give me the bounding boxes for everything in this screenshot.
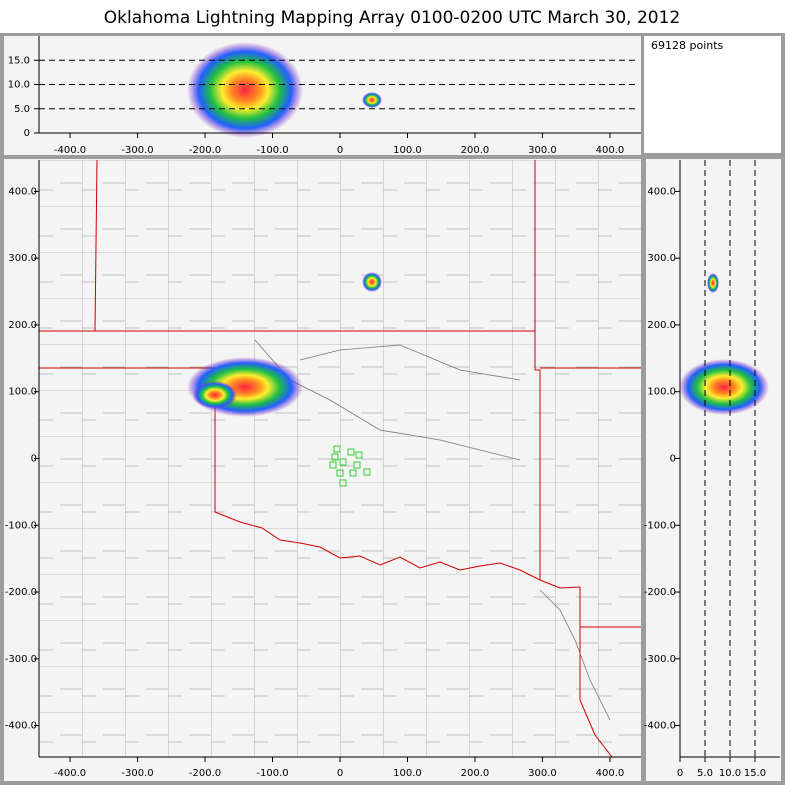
y-tick-label: -400.0 [5, 721, 37, 732]
y-tick-label: 5.0 [14, 104, 30, 115]
chart-title: Oklahoma Lightning Mapping Array 0100-02… [104, 8, 680, 28]
x-tick-label: 0 [677, 768, 683, 779]
state-borders [39, 160, 641, 757]
x-tick-label: -300.0 [121, 768, 153, 779]
x-tick-label: -400.0 [54, 768, 86, 779]
x-tick-label: 10.0 [719, 768, 741, 779]
y-tick-label: -200.0 [644, 587, 676, 598]
points-count: 69128 points [651, 39, 724, 52]
x-tick-label: -400.0 [54, 145, 86, 156]
y-tick-label: 400.0 [8, 186, 37, 197]
x-tick-label: 300.0 [528, 145, 557, 156]
x-tick-label: 100.0 [393, 145, 422, 156]
y-tick-label: 400.0 [647, 186, 676, 197]
y-tick-label: -300.0 [5, 654, 37, 665]
y-tick-label: 200.0 [647, 320, 676, 331]
x-tick-label: 5.0 [697, 768, 713, 779]
y-tick-label: 0 [670, 454, 676, 465]
y-tick-label: 15.0 [8, 55, 30, 66]
y-tick-label: 300.0 [8, 253, 37, 264]
x-tick-label: 0 [337, 145, 343, 156]
y-tick-label: -400.0 [644, 721, 676, 732]
y-tick-label: 100.0 [8, 387, 37, 398]
y-tick-label: -100.0 [5, 520, 37, 531]
y-tick-label: 0 [24, 128, 30, 139]
y-tick-label: 100.0 [647, 387, 676, 398]
stations [329, 445, 371, 487]
x-tick-label: 200.0 [461, 768, 490, 779]
altitude-y-panel [646, 159, 781, 781]
x-tick-label: -300.0 [121, 145, 153, 156]
x-tick-label: -200.0 [189, 768, 221, 779]
x-tick-label: -200.0 [189, 145, 221, 156]
y-tick-label: 0 [31, 454, 37, 465]
y-tick-label: 200.0 [8, 320, 37, 331]
altitude-x-panel [4, 36, 641, 155]
x-tick-label: 300.0 [528, 768, 557, 779]
title-bar [0, 0, 785, 33]
x-tick-label: 400.0 [596, 768, 625, 779]
y-tick-label: -100.0 [644, 520, 676, 531]
x-tick-label: -100.0 [256, 768, 288, 779]
y-tick-label: 300.0 [647, 253, 676, 264]
y-tick-label: -300.0 [644, 654, 676, 665]
source-density [187, 42, 769, 417]
x-tick-label: 0 [337, 768, 343, 779]
y-tick-label: -200.0 [5, 587, 37, 598]
x-tick-label: 100.0 [393, 768, 422, 779]
y-tick-label: 10.0 [8, 80, 30, 91]
x-tick-label: -100.0 [256, 145, 288, 156]
x-tick-label: 400.0 [596, 145, 625, 156]
x-tick-label: 15.0 [744, 768, 766, 779]
x-tick-label: 200.0 [461, 145, 490, 156]
points-box [644, 36, 781, 153]
